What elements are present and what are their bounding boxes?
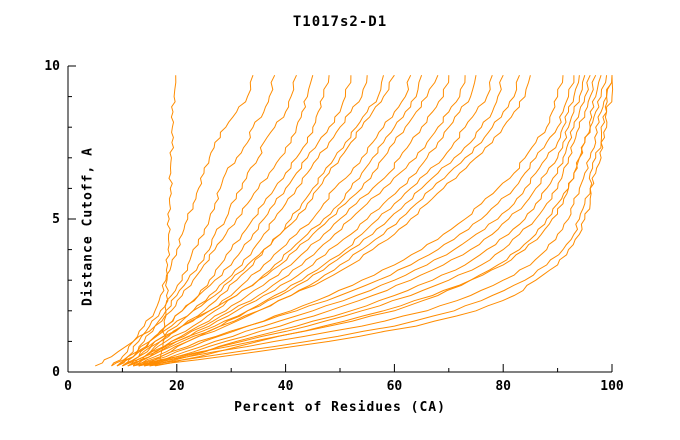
model-curve [149, 75, 614, 367]
x-tick-label: 0 [64, 379, 72, 394]
x-axis-label: Percent of Residues (CA) [234, 400, 446, 415]
model-curve [116, 75, 352, 367]
model-curve [95, 75, 314, 367]
model-curve [133, 74, 520, 367]
model-curve [127, 75, 423, 367]
model-curve [122, 75, 368, 367]
y-tick-label: 0 [52, 365, 60, 380]
model-curve [122, 74, 297, 367]
model-curve [144, 75, 580, 367]
x-tick-label: 100 [600, 379, 624, 394]
x-tick-label: 60 [387, 379, 403, 394]
model-curve [116, 74, 276, 367]
y-tick-label: 5 [52, 212, 60, 227]
model-curve [144, 74, 597, 367]
model-curve [111, 74, 395, 367]
model-curve [138, 75, 613, 367]
model-curve [149, 74, 591, 367]
x-tick-label: 40 [278, 379, 294, 394]
model-curve [122, 75, 466, 367]
model-curve [138, 75, 586, 367]
model-curve [122, 74, 504, 367]
chart-title: T1017s2-D1 [292, 14, 388, 30]
model-curve [116, 75, 439, 367]
x-tick-label: 20 [169, 379, 185, 394]
model-curve [132, 75, 384, 367]
model-curve [154, 75, 177, 366]
model-curve [111, 75, 254, 367]
model-curve [144, 75, 613, 367]
model-curve [127, 75, 531, 367]
y-axis-label: Distance Cutoff, A [80, 147, 96, 306]
x-tick-label: 80 [495, 379, 511, 394]
model-curve [133, 75, 608, 367]
model-curve [138, 75, 493, 367]
y-tick-label: 10 [44, 59, 60, 74]
model-curve [127, 75, 477, 367]
model-curve [133, 75, 575, 367]
model-curve [133, 75, 450, 367]
